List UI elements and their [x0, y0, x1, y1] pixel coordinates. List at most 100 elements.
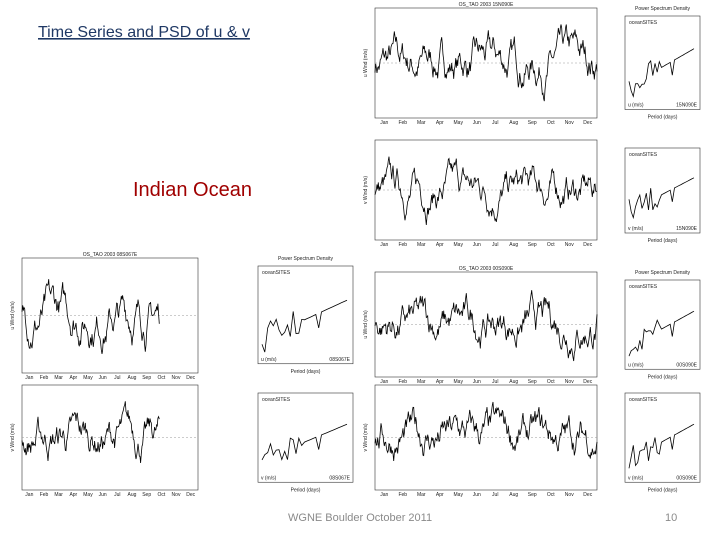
month-label: Jun	[99, 375, 107, 381]
month-label: Dec	[583, 492, 592, 498]
time-series-trace	[21, 401, 160, 464]
month-label: Apr	[436, 379, 444, 385]
month-label: Feb	[398, 120, 407, 126]
month-label: Nov	[565, 120, 574, 126]
month-label: Jul	[492, 242, 498, 248]
month-label: Oct	[547, 379, 555, 385]
month-label: Feb	[40, 375, 49, 381]
psd-station: 15N090E	[676, 226, 698, 232]
month-label: Dec	[583, 379, 592, 385]
psd-x-label: Period (days)	[291, 369, 321, 375]
psd-unit: u (m/s)	[261, 357, 277, 363]
time-series-trace	[374, 401, 598, 462]
psd-source: oceanSITES	[262, 397, 291, 403]
psd-x-label: Period (days)	[648, 115, 678, 121]
month-label: Sep	[528, 379, 537, 385]
month-label: Dec	[583, 120, 592, 126]
psd-unit: u (m/s)	[628, 103, 644, 109]
month-label: Dec	[583, 242, 592, 248]
month-label: Mar	[54, 492, 63, 498]
psd-heading: Power Spectrum Density	[635, 6, 691, 12]
psd-frame	[624, 15, 701, 110]
month-label: Apr	[436, 492, 444, 498]
month-label: Aug	[509, 242, 518, 248]
month-label: Mar	[417, 242, 426, 248]
month-label: Jan	[25, 375, 33, 381]
month-label: Oct	[157, 375, 165, 381]
month-label: Nov	[172, 375, 181, 381]
month-label: Sep	[142, 492, 151, 498]
month-label: Jul	[492, 492, 498, 498]
month-label: Sep	[528, 492, 537, 498]
slide-subtitle: Indian Ocean	[133, 179, 252, 201]
month-label: Aug	[509, 492, 518, 498]
month-label: Sep	[142, 375, 151, 381]
month-label: Aug	[128, 492, 137, 498]
psd-heading: Power Spectrum Density	[635, 270, 691, 276]
psd-curve	[628, 423, 695, 469]
footer-text: WGNE Boulder October 2011	[288, 512, 432, 524]
psd-frame	[624, 279, 701, 370]
month-label: Jun	[99, 492, 107, 498]
psd-curve	[261, 423, 348, 461]
month-label: Jan	[25, 492, 33, 498]
psd-source: oceanSITES	[262, 270, 291, 276]
month-label: Apr	[436, 120, 444, 126]
month-label: Aug	[128, 375, 137, 381]
y-axis-label: v Wind (m/s)	[363, 176, 369, 204]
month-label: Feb	[398, 492, 407, 498]
month-label: Oct	[547, 242, 555, 248]
month-label: Dec	[186, 492, 195, 498]
month-label: May	[454, 379, 464, 385]
month-label: Jul	[114, 492, 120, 498]
psd-station: 00S090E	[676, 475, 697, 481]
month-label: Oct	[157, 492, 165, 498]
psd-frame	[624, 392, 701, 483]
month-label: Jun	[473, 492, 481, 498]
month-label: Jun	[473, 120, 481, 126]
page-number: 10	[665, 512, 677, 524]
month-label: Aug	[509, 379, 518, 385]
psd-unit: v (m/s)	[628, 226, 644, 232]
month-label: May	[454, 120, 464, 126]
month-label: Nov	[565, 492, 574, 498]
month-label: Jul	[114, 375, 120, 381]
month-label: May	[83, 375, 93, 381]
panel-title: OS_TAO 2003 00S090E	[459, 266, 514, 272]
psd-unit: u (m/s)	[628, 362, 644, 368]
psd-x-label: Period (days)	[291, 487, 321, 493]
slide-title: Time Series and PSD of u & v	[38, 24, 250, 41]
time-series-trace	[21, 279, 160, 354]
month-label: Jul	[492, 120, 498, 126]
month-label: May	[83, 492, 93, 498]
psd-curve	[628, 48, 695, 98]
month-label: Jan	[380, 120, 388, 126]
month-label: Feb	[40, 492, 49, 498]
y-axis-label: u Wind (m/s)	[363, 310, 369, 339]
psd-curve	[628, 177, 695, 220]
month-label: Mar	[417, 120, 426, 126]
month-label: Nov	[172, 492, 181, 498]
psd-x-label: Period (days)	[648, 238, 678, 244]
psd-source: oceanSITES	[629, 20, 658, 26]
y-axis-label: v Wind (m/s)	[10, 423, 16, 451]
month-label: Jul	[492, 379, 498, 385]
psd-x-label: Period (days)	[648, 487, 678, 493]
month-label: Mar	[417, 492, 426, 498]
month-label: Mar	[417, 379, 426, 385]
y-axis-label: u Wind (m/s)	[10, 301, 16, 330]
psd-curve	[261, 299, 348, 353]
time-series-trace	[374, 156, 598, 226]
psd-curve	[628, 310, 695, 357]
psd-unit: v (m/s)	[628, 475, 644, 481]
psd-source: oceanSITES	[629, 397, 658, 403]
psd-heading: Power Spectrum Density	[278, 256, 334, 262]
psd-frame	[257, 392, 354, 483]
month-label: Aug	[509, 120, 518, 126]
month-label: Jan	[380, 492, 388, 498]
month-label: May	[454, 492, 464, 498]
month-label: Oct	[547, 492, 555, 498]
psd-station: 00S090E	[676, 362, 697, 368]
month-label: Jun	[473, 379, 481, 385]
